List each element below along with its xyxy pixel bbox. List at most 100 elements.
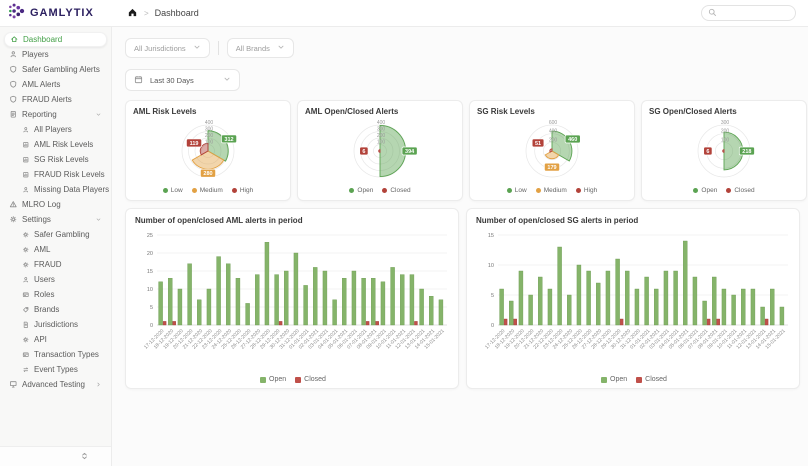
- sidebar-item-label: SG Risk Levels: [34, 155, 89, 164]
- aml-open-closed-card: AML Open/Closed Alerts 100 200 300 400 394 6 Op…: [297, 100, 463, 201]
- jurisdictions-select[interactable]: All Jurisdictions: [125, 38, 210, 58]
- svg-text:25: 25: [147, 233, 153, 239]
- sidebar-item-mlro-log[interactable]: MLRO Log: [4, 197, 107, 212]
- brands-select[interactable]: All Brands: [226, 38, 294, 58]
- legend-item-closed[interactable]: Closed: [295, 376, 326, 383]
- legend-item-closed[interactable]: Closed: [726, 187, 755, 194]
- sidebar-item-users[interactable]: Users: [4, 272, 107, 287]
- date-range-select[interactable]: Last 30 Days: [125, 69, 240, 91]
- legend-item-closed[interactable]: Closed: [636, 376, 667, 383]
- legend-label: High: [583, 187, 598, 194]
- sidebar-item-label: Safer Gambling: [34, 230, 90, 239]
- legend-item-medium[interactable]: Medium: [535, 187, 567, 194]
- legend-item-closed[interactable]: Closed: [382, 187, 411, 194]
- sidebar-item-fraud-alerts[interactable]: FRAUD Alerts: [4, 92, 107, 107]
- sidebar-item-aml-alerts[interactable]: AML Alerts: [4, 77, 107, 92]
- sidebar-item-brands[interactable]: Brands: [4, 302, 107, 317]
- sidebar-item-jurisdictions[interactable]: Jurisdictions: [4, 317, 107, 332]
- sidebar-item-api[interactable]: API: [4, 332, 107, 347]
- legend-item-open[interactable]: Open: [349, 187, 373, 194]
- sidebar-item-fraud-risk-levels[interactable]: FRAUD Risk Levels: [4, 167, 107, 182]
- legend-square-icon: [295, 376, 302, 383]
- legend-dot-icon: [191, 188, 197, 193]
- sidebar-item-sg-risk-levels[interactable]: SG Risk Levels: [4, 152, 107, 167]
- sidebar-item-roles[interactable]: Roles: [4, 287, 107, 302]
- aml-bars-chart: 051015202517-12-202018-12-202019-12-2020…: [143, 233, 447, 351]
- svg-text:300: 300: [205, 126, 214, 132]
- shield-icon: [9, 95, 18, 104]
- chart-icon: [21, 170, 30, 179]
- legend-item-medium[interactable]: Medium: [191, 187, 223, 194]
- sidebar-item-transaction-types[interactable]: Transaction Types: [4, 347, 107, 362]
- legend-dot-icon: [693, 188, 699, 193]
- doc-icon: [21, 320, 30, 329]
- users-icon: [21, 185, 30, 194]
- report-icon: [9, 110, 18, 119]
- sidebar-item-settings[interactable]: Settings: [4, 212, 107, 227]
- legend-item-high[interactable]: High: [231, 187, 253, 194]
- legend-item-low[interactable]: Low: [506, 187, 527, 194]
- breadcrumb-current[interactable]: Dashboard: [154, 8, 199, 18]
- sidebar-item-dashboard[interactable]: Dashboard: [4, 32, 107, 47]
- aml-risk-card: AML Risk Levels 100 200 300 400 312 280 119 Low M…: [125, 100, 291, 201]
- main-content: All Jurisdictions All Brands Last 30 Da: [112, 27, 808, 466]
- legend-label: Low: [514, 187, 527, 194]
- logo: GAMLYTIX: [0, 1, 112, 26]
- sidebar-item-all-players[interactable]: All Players: [4, 122, 107, 137]
- svg-text:200: 200: [721, 128, 730, 134]
- sidebar-item-players[interactable]: Players: [4, 47, 107, 62]
- sg-bars-chart: 05101517-12-202018-12-202019-12-202020-1…: [484, 233, 788, 351]
- sidebar-item-label: Safer Gambling Alerts: [22, 65, 100, 74]
- legend-item-low[interactable]: Low: [162, 187, 183, 194]
- filter-row: All Jurisdictions All Brands: [125, 38, 800, 58]
- chart-icon: [21, 140, 30, 149]
- legend-item-open[interactable]: Open: [260, 376, 286, 383]
- sidebar-nav: Dashboard Players Safer Gambling Alerts AML…: [0, 27, 111, 446]
- sidebar-item-aml-risk-levels[interactable]: AML Risk Levels: [4, 137, 107, 152]
- sidebar: Dashboard Players Safer Gambling Alerts AML…: [0, 27, 112, 466]
- legend-item-high[interactable]: High: [575, 187, 598, 194]
- svg-text:5: 5: [491, 293, 494, 299]
- sidebar-item-fraud[interactable]: FRAUD: [4, 257, 107, 272]
- svg-text:5: 5: [150, 305, 153, 311]
- legend-label: Closed: [390, 187, 411, 194]
- gear-icon: [9, 215, 18, 224]
- home-icon[interactable]: [127, 7, 138, 20]
- bar-cards-row: Number of open/closed AML alerts in peri…: [125, 208, 800, 389]
- sidebar-item-label: Transaction Types: [34, 350, 99, 359]
- sidebar-item-event-types[interactable]: Event Types: [4, 362, 107, 377]
- svg-text:200: 200: [377, 133, 386, 139]
- legend-item-open[interactable]: Open: [693, 187, 717, 194]
- svg-text:394: 394: [405, 149, 415, 155]
- chart-icon: [21, 155, 30, 164]
- sg-open-closed-title: SG Open/Closed Alerts: [649, 107, 737, 116]
- legend-label: Open: [610, 376, 628, 383]
- search-input[interactable]: [721, 8, 791, 18]
- sidebar-item-label: AML: [34, 245, 51, 254]
- sg-open-closed-legend: Open Closed: [649, 185, 799, 196]
- search-box[interactable]: [701, 5, 796, 21]
- svg-text:0: 0: [491, 323, 494, 329]
- chevron-down-icon: [95, 216, 102, 223]
- sidebar-item-label: API: [34, 335, 47, 344]
- legend-dot-icon: [162, 188, 168, 193]
- sidebar-item-reporting[interactable]: Reporting: [4, 107, 107, 122]
- legend-label: Closed: [734, 187, 755, 194]
- legend-item-open[interactable]: Open: [601, 376, 627, 383]
- legend-square-icon: [601, 376, 608, 383]
- sidebar-item-safer-gambling[interactable]: Safer Gambling: [4, 227, 107, 242]
- gear-icon: [21, 245, 30, 254]
- sidebar-item-aml[interactable]: AML: [4, 242, 107, 257]
- legend-square-icon: [260, 376, 267, 383]
- sidebar-item-missing-data-players[interactable]: Missing Data Players: [4, 182, 109, 197]
- legend-square-icon: [636, 376, 643, 383]
- svg-text:10: 10: [147, 287, 153, 293]
- chevron-down-icon: [193, 43, 201, 53]
- collapse-updown-icon[interactable]: [80, 448, 89, 466]
- sidebar-item-advanced-testing[interactable]: Advanced Testing: [4, 377, 107, 392]
- sidebar-item-label: Players: [22, 50, 49, 59]
- sidebar-item-safer-gambling-alerts[interactable]: Safer Gambling Alerts: [4, 62, 107, 77]
- sg-open-closed-chart: 100 200 300 218 6: [697, 120, 755, 177]
- svg-text:400: 400: [377, 120, 386, 126]
